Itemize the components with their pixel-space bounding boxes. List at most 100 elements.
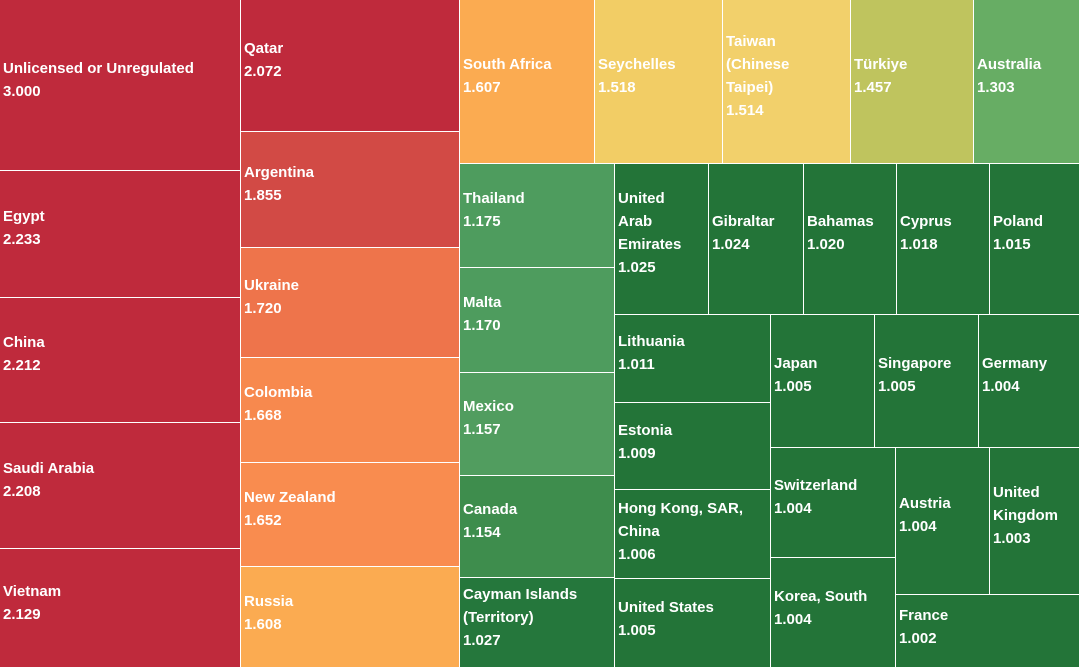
tile-value: 1.004 [982, 378, 1020, 395]
tile-value: 1.668 [244, 407, 282, 424]
tile-name: Lithuania [618, 333, 685, 350]
treemap-tile: France 1.002 [896, 595, 1080, 668]
treemap-tile: Singapore 1.005 [875, 315, 979, 448]
treemap-tile: Lithuania 1.011 [615, 315, 771, 403]
tile-label: United Arab Emirates 1.025 [618, 187, 698, 279]
treemap-tile: Egypt 2.233 [0, 171, 241, 298]
treemap-tile: Saudi Arabia 2.208 [0, 423, 241, 549]
tile-value: 1.018 [900, 236, 938, 253]
tile-label: Australia 1.303 [977, 53, 1041, 99]
tile-label: Türkiye 1.457 [854, 53, 907, 99]
tile-name: Thailand [463, 190, 525, 207]
treemap-tile: Unlicensed or Unregulated 3.000 [0, 0, 241, 171]
treemap-tile: Vietnam 2.129 [0, 549, 241, 668]
treemap-tile: Russia 1.608 [241, 567, 460, 668]
tile-value: 1.015 [993, 236, 1031, 253]
tile-label: Cyprus 1.018 [900, 210, 952, 256]
tile-value: 1.720 [244, 300, 282, 317]
tile-label: Unlicensed or Unregulated 3.000 [3, 57, 194, 103]
tile-label: Poland 1.015 [993, 210, 1043, 256]
tile-value: 2.233 [3, 231, 41, 248]
tile-name: Cyprus [900, 213, 952, 230]
treemap-tile: Taiwan (Chinese Taipei) 1.514 [723, 0, 851, 164]
tile-name: Türkiye [854, 56, 908, 73]
treemap-tile: Malta 1.170 [460, 268, 615, 373]
tile-name: China [3, 334, 45, 351]
tile-label: Switzerland 1.004 [774, 474, 857, 520]
treemap-tile: Austria 1.004 [896, 448, 990, 595]
treemap-tile: Japan 1.005 [771, 315, 875, 448]
tile-label: Saudi Arabia 2.208 [3, 457, 94, 503]
treemap-tile: Thailand 1.175 [460, 164, 615, 268]
tile-name: Argentina [244, 164, 315, 181]
treemap-tile: Poland 1.015 [990, 164, 1080, 315]
treemap-tile: Argentina 1.855 [241, 132, 460, 248]
tile-name: Gibraltar [712, 213, 775, 230]
treemap-tile: Canada 1.154 [460, 476, 615, 578]
tile-label: Thailand 1.175 [463, 187, 525, 233]
tile-name: Vietnam [3, 583, 62, 600]
tile-value: 1.027 [463, 632, 501, 649]
tile-value: 2.208 [3, 483, 41, 500]
tile-name: Ukraine [244, 277, 300, 294]
tile-value: 1.652 [244, 512, 282, 529]
tile-label: United States 1.005 [618, 596, 714, 642]
tile-value: 2.072 [244, 63, 282, 80]
tile-label: Canada 1.154 [463, 498, 517, 544]
tile-value: 1.514 [726, 102, 764, 119]
treemap-tile: Türkiye 1.457 [851, 0, 974, 164]
treemap-tile: Switzerland 1.004 [771, 448, 896, 558]
treemap-tile: Cyprus 1.018 [897, 164, 990, 315]
tile-value: 1.009 [618, 445, 656, 462]
tile-label: Hong Kong, SAR, China 1.006 [618, 497, 758, 566]
tile-value: 1.005 [774, 378, 812, 395]
tile-name: United Arab Emirates [618, 190, 682, 253]
tile-label: Seychelles 1.518 [598, 53, 676, 99]
tile-name: Seychelles [598, 56, 676, 73]
tile-name: Taiwan (Chinese Taipei) [726, 33, 790, 96]
tile-name: Australia [977, 56, 1042, 73]
tile-label: South Africa 1.607 [463, 53, 552, 99]
tile-label: Cayman Islands (Territory) 1.027 [463, 583, 593, 652]
tile-name: Cayman Islands (Territory) [463, 586, 578, 626]
tile-name: South Africa [463, 56, 552, 73]
treemap-tile: United States 1.005 [615, 579, 771, 668]
tile-name: Saudi Arabia [3, 460, 95, 477]
tile-value: 1.855 [244, 187, 282, 204]
tile-label: Colombia 1.668 [244, 381, 312, 427]
tile-value: 1.303 [977, 79, 1015, 96]
tile-name: Japan [774, 355, 818, 372]
treemap-tile: China 2.212 [0, 298, 241, 423]
tile-name: Russia [244, 593, 294, 610]
tile-value: 1.003 [993, 530, 1031, 547]
tile-name: Bahamas [807, 213, 874, 230]
tile-value: 1.607 [463, 79, 501, 96]
tile-label: Qatar 2.072 [244, 37, 283, 83]
tile-label: Korea, South 1.004 [774, 585, 867, 631]
tile-value: 1.011 [618, 356, 655, 373]
tile-value: 3.000 [3, 83, 41, 100]
tile-label: Ukraine 1.720 [244, 274, 299, 320]
treemap-tile: United Kingdom 1.003 [990, 448, 1080, 595]
tile-label: Mexico 1.157 [463, 395, 514, 441]
treemap-tile: United Arab Emirates 1.025 [615, 164, 709, 315]
tile-label: Vietnam 2.129 [3, 580, 61, 626]
tile-label: Japan 1.005 [774, 352, 817, 398]
tile-name: New Zealand [244, 489, 336, 506]
tile-value: 1.005 [878, 378, 916, 395]
tile-label: Germany 1.004 [982, 352, 1047, 398]
tile-label: Lithuania 1.011 [618, 330, 685, 376]
tile-value: 1.002 [899, 630, 937, 647]
tile-name: Egypt [3, 208, 45, 225]
tile-name: Poland [993, 213, 1044, 230]
tile-label: Egypt 2.233 [3, 205, 45, 251]
tile-name: United States [618, 599, 714, 616]
tile-value: 1.608 [244, 616, 282, 633]
treemap-tile: Seychelles 1.518 [595, 0, 723, 164]
tile-value: 1.005 [618, 622, 656, 639]
treemap-tile: Estonia 1.009 [615, 403, 771, 490]
tile-value: 1.004 [774, 611, 812, 628]
tile-name: Hong Kong, SAR, China [618, 500, 743, 540]
tile-label: Argentina 1.855 [244, 161, 314, 207]
